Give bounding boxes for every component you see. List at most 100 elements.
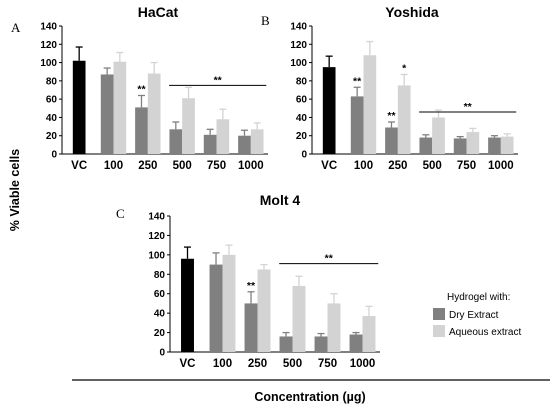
legend-swatch-dry	[433, 308, 445, 320]
legend: Hydrogel with: Dry Extract Aqueous extra…	[433, 292, 521, 338]
bar-dry-500	[279, 336, 293, 352]
x-tick-label: 500	[423, 160, 442, 172]
bar-dry-1000	[238, 135, 251, 154]
significance-label: **	[353, 75, 362, 87]
y-axis-title: % Viable cells	[8, 149, 22, 232]
bar-dry-250	[135, 107, 148, 154]
x-tick-label: 100	[104, 160, 123, 172]
x-tick-label: 100	[213, 358, 232, 370]
bar-aqueous-250	[257, 269, 271, 352]
x-tick-label: 100	[354, 160, 373, 172]
y-tick-label: 120	[290, 40, 307, 51]
x-tick-label: VC	[180, 358, 196, 370]
legend-swatch-aqueous	[433, 325, 445, 337]
bar-aqueous-750	[216, 119, 230, 154]
significance-label: **	[464, 101, 473, 113]
y-tick-label: 40	[154, 309, 166, 320]
bar-dry-750	[203, 134, 217, 154]
y-tick-label: 120	[40, 40, 57, 51]
bar-aqueous-500	[292, 285, 306, 352]
bar-aqueous-1000	[250, 129, 264, 154]
bar-aqueous-500	[432, 117, 445, 154]
panel-letter: B	[261, 13, 270, 28]
y-tick-label: 80	[46, 76, 58, 87]
significance-label: **	[325, 253, 334, 265]
bar-dry-1000	[488, 137, 501, 154]
x-tick-label: VC	[71, 160, 87, 172]
bar-dry-100	[350, 96, 364, 154]
bar-aqueous-100	[113, 61, 127, 154]
x-axis-title: Concentration (µg)	[254, 390, 365, 404]
panel-letter: C	[116, 206, 125, 221]
x-tick-label: 1000	[350, 358, 376, 370]
chart-title: Yoshida	[385, 4, 439, 20]
significance-label: **	[387, 110, 396, 122]
bar-control-VC	[322, 67, 336, 154]
y-tick-label: 80	[154, 270, 166, 281]
bar-dry-1000	[349, 334, 363, 352]
chart-panel-molt-4: C Molt 4 0 20 40 60 80 100 120 140 VC 100 250 500 750 1…	[116, 192, 380, 370]
bar-aqueous-100	[222, 254, 236, 352]
chart-panel-yoshida: B Yoshida 0 20 40 60 80 100 120 140 VC 100 250 500 750…	[261, 4, 518, 172]
x-tick-label: 500	[173, 160, 192, 172]
bar-aqueous-100	[363, 55, 377, 154]
bar-aqueous-500	[182, 98, 195, 154]
x-tick-label: 750	[207, 160, 226, 172]
x-tick-label: 1000	[488, 160, 514, 172]
bar-dry-250	[244, 303, 258, 352]
bar-aqueous-1000	[362, 316, 376, 352]
legend-title: Hydrogel with:	[447, 292, 510, 303]
y-tick-label: 60	[296, 95, 308, 106]
x-tick-label: 250	[388, 160, 407, 172]
y-tick-label: 20	[296, 131, 308, 142]
chart-title: HaCat	[138, 4, 179, 20]
bar-aqueous-750	[466, 132, 480, 154]
x-tick-label: 1000	[238, 160, 264, 172]
y-tick-label: 60	[154, 289, 166, 300]
y-tick-label: 60	[46, 95, 58, 106]
bar-aqueous-250	[147, 73, 161, 154]
x-tick-label: 500	[283, 358, 302, 370]
y-tick-label: 100	[40, 58, 57, 69]
bar-dry-500	[419, 137, 433, 154]
y-tick-label: 40	[46, 113, 58, 124]
y-tick-label: 100	[148, 250, 165, 261]
chart-title: Molt 4	[260, 192, 301, 208]
y-tick-label: 0	[51, 150, 57, 161]
x-tick-label: 250	[138, 160, 157, 172]
bar-control-VC	[181, 258, 194, 352]
significance-label: **	[214, 74, 223, 86]
bar-dry-250	[385, 127, 398, 154]
bar-dry-100	[209, 264, 223, 352]
significance-label: **	[247, 280, 256, 292]
x-tick-label: 250	[248, 358, 267, 370]
bar-dry-750	[453, 138, 467, 154]
y-tick-label: 140	[40, 22, 57, 33]
panel-letter: A	[11, 20, 21, 35]
significance-label: *	[402, 62, 407, 74]
x-tick-label: VC	[321, 160, 337, 172]
legend-label-aqueous: Aqueous extract	[449, 327, 521, 338]
y-tick-label: 140	[290, 22, 307, 33]
x-tick-label: 750	[457, 160, 476, 172]
bar-control-VC	[72, 60, 86, 154]
y-tick-label: 140	[148, 212, 165, 223]
y-tick-label: 20	[154, 328, 166, 339]
bar-dry-500	[169, 129, 183, 154]
y-tick-label: 20	[46, 131, 58, 142]
bar-dry-100	[100, 74, 114, 154]
x-tick-label: 750	[318, 358, 337, 370]
chart-panels: A HaCat 0 20 40 60 80 100 120 140 VC 100 250 500 750 10…	[11, 4, 518, 370]
y-tick-label: 80	[296, 76, 308, 87]
chart-panel-hacat: A HaCat 0 20 40 60 80 100 120 140 VC 100 250 500 750 10…	[11, 4, 268, 172]
y-tick-label: 100	[290, 58, 307, 69]
y-tick-label: 0	[159, 348, 165, 359]
significance-label: **	[137, 83, 146, 95]
legend-label-dry: Dry Extract	[449, 310, 499, 321]
bar-aqueous-1000	[500, 136, 514, 154]
bar-aqueous-750	[327, 303, 341, 352]
bar-dry-750	[314, 336, 328, 352]
bar-aqueous-250	[397, 85, 411, 154]
y-tick-label: 40	[296, 113, 308, 124]
